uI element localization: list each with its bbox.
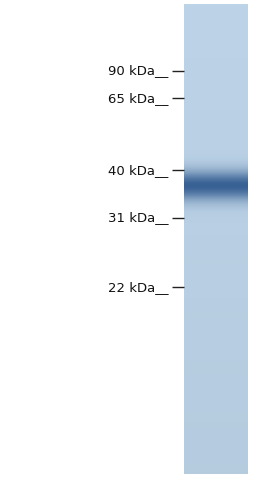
Text: 40 kDa__: 40 kDa__ bbox=[108, 163, 168, 177]
Text: 22 kDa__: 22 kDa__ bbox=[108, 281, 168, 294]
Text: 65 kDa__: 65 kDa__ bbox=[108, 91, 168, 105]
Text: 31 kDa__: 31 kDa__ bbox=[108, 211, 168, 225]
Text: 90 kDa__: 90 kDa__ bbox=[108, 64, 168, 78]
